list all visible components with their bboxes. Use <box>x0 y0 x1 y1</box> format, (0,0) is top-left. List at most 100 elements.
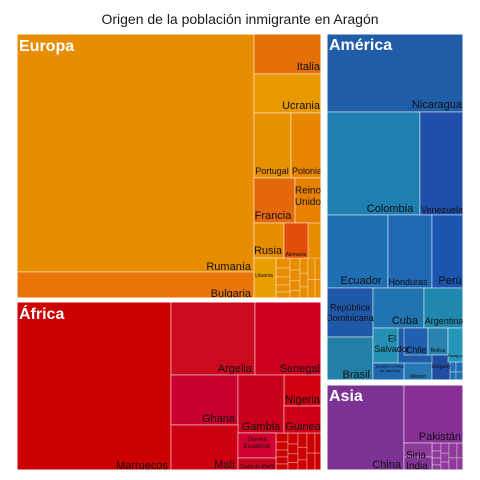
minor-tiles-africa <box>275 432 323 472</box>
minor-tile <box>299 257 309 274</box>
minor-tile <box>307 279 316 300</box>
group-label-america: América <box>329 37 392 54</box>
label-rumania: Rumanía <box>206 261 252 273</box>
minor-tile <box>299 286 309 300</box>
label-lituania: Lituania <box>255 273 273 279</box>
tile-italia <box>253 32 323 75</box>
minor-tile <box>306 432 316 454</box>
minor-tile <box>297 446 308 461</box>
minor-tile <box>299 272 309 288</box>
minor-tile <box>448 457 458 472</box>
label-mali: Malí <box>214 459 235 471</box>
label-paraguay: Paraguay <box>447 353 464 358</box>
minor-tile <box>307 257 316 280</box>
tile-bulgaria <box>15 271 255 300</box>
group-border-africa <box>14 299 324 473</box>
label-costa-de-marfil: Costa de Marfil <box>240 464 274 470</box>
minor-tile <box>275 449 289 458</box>
minor-tiles-asia <box>431 442 465 472</box>
minor-tile <box>431 450 442 459</box>
label-chile: Chile <box>406 345 427 355</box>
label-uruguay: Uruguay <box>432 364 451 370</box>
tile-el-salvador <box>372 327 399 364</box>
label-argelia: Argelia <box>218 363 253 375</box>
tile-cuba <box>372 287 425 329</box>
label-brasil: Brasil <box>342 369 370 381</box>
tile-portugal <box>253 112 292 179</box>
minor-tile <box>287 453 299 463</box>
group-label-asia: Asia <box>329 388 363 405</box>
label-argentina: Argentina <box>425 316 464 326</box>
label-reino-unido: Reino Unido <box>295 186 322 209</box>
label-marruecos: Marruecos <box>116 460 168 472</box>
label-guinea: Guinea <box>285 421 321 433</box>
label-portugal: Portugal <box>255 166 289 176</box>
label-siria: Siria <box>406 450 426 461</box>
minor-tile <box>289 269 301 282</box>
minor-tile <box>287 432 299 445</box>
group-border-europa <box>14 31 324 301</box>
label-bolivia: Bolivia <box>431 348 446 354</box>
tile-chile <box>403 327 429 356</box>
minor-tile <box>275 432 289 443</box>
group-label-europa: Europa <box>19 38 74 55</box>
label-china: China <box>372 459 402 471</box>
minor-tile <box>448 442 458 459</box>
label-guinea-ecuatorial: Guinea Ecuatorial <box>244 437 271 450</box>
tile-ecuador <box>325 214 389 289</box>
minor-tile <box>275 441 289 451</box>
label-peru: Perú <box>438 275 461 287</box>
label-mexico: México <box>410 374 426 380</box>
label-bulgaria: Bulgaria <box>211 288 252 300</box>
tile-rumania <box>15 32 255 273</box>
chart-title: Origen de la población inmigrante en Ara… <box>101 11 379 27</box>
minor-tile <box>297 459 308 472</box>
tile-peru <box>431 214 465 289</box>
label-colombia: Colombia <box>367 203 414 215</box>
minor-tile <box>287 443 299 455</box>
label-ecuador: Ecuador <box>341 275 382 287</box>
minor-tile <box>440 452 450 463</box>
minor-tile <box>306 452 316 472</box>
label-venezuela: Venezuela <box>421 205 463 215</box>
label-nicaragua: Nicaragua <box>412 99 463 111</box>
group-border-asia <box>324 382 466 473</box>
tile-marruecos <box>15 300 172 472</box>
tile-nigeria <box>283 374 323 407</box>
label-rusia: Rusia <box>254 245 283 257</box>
minor-tile <box>440 442 450 454</box>
minor-tile <box>275 284 291 293</box>
label-senegal: Senegal <box>280 363 320 375</box>
tile-alemania <box>283 222 309 259</box>
label-india: India <box>406 461 428 472</box>
minor-tiles-europa <box>275 257 323 300</box>
tile-argentina <box>423 287 465 329</box>
label-polonia: Polonia <box>292 166 322 176</box>
minor-tile <box>275 456 289 465</box>
tile-ghana <box>170 374 239 426</box>
minor-tile <box>297 432 308 448</box>
label-cuba: Cuba <box>392 315 419 327</box>
label-ghana: Ghana <box>202 413 236 425</box>
label-italia: Italia <box>297 61 321 73</box>
group-label-africa: África <box>19 304 64 323</box>
group-border-america <box>324 31 466 383</box>
group-america: Nicaragua Colombia Venezuela Ecuador Hondura… <box>324 31 466 383</box>
label-ucrania: Ucrania <box>282 100 321 112</box>
group-africa: Marruecos Argelia Senegal Ghana Nigeria Gambi… <box>14 299 324 473</box>
label-nigeria: Nigeria <box>285 394 321 406</box>
tile-polonia <box>290 112 323 179</box>
group-europa: Rumanía Bulgaria Italia Ucrania Portugal Polo… <box>14 31 324 301</box>
label-pakistan: Pakistán <box>419 431 461 443</box>
label-honduras: Honduras <box>388 277 428 287</box>
minor-tile <box>275 257 291 269</box>
minor-tile <box>275 276 291 286</box>
tile-ucrania <box>253 73 323 114</box>
minor-tile <box>431 442 442 452</box>
tile-guinea <box>283 405 323 434</box>
label-el-salvador: El Salvador <box>374 334 410 354</box>
label-gambia: Gambia <box>242 421 281 433</box>
minor-tile <box>289 280 301 291</box>
minor-tile <box>431 457 442 466</box>
